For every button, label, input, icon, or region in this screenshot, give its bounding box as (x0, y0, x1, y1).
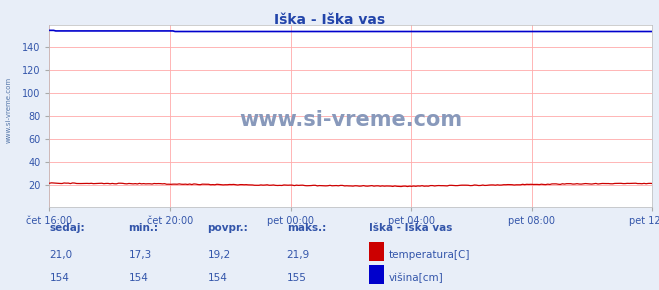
Text: Iška - Iška vas: Iška - Iška vas (274, 13, 385, 27)
Text: 154: 154 (208, 273, 227, 283)
Text: 21,0: 21,0 (49, 250, 72, 260)
Text: 154: 154 (129, 273, 148, 283)
Text: Iška - Iška vas: Iška - Iška vas (369, 224, 453, 233)
Text: 154: 154 (49, 273, 69, 283)
Text: sedaj:: sedaj: (49, 224, 85, 233)
Text: maks.:: maks.: (287, 224, 326, 233)
Text: 155: 155 (287, 273, 306, 283)
Text: www.si-vreme.com: www.si-vreme.com (5, 77, 11, 143)
Text: min.:: min.: (129, 224, 159, 233)
Text: www.si-vreme.com: www.si-vreme.com (239, 110, 463, 130)
Text: povpr.:: povpr.: (208, 224, 248, 233)
Text: temperatura[C]: temperatura[C] (389, 250, 471, 260)
Text: 21,9: 21,9 (287, 250, 310, 260)
Text: 17,3: 17,3 (129, 250, 152, 260)
Text: višina[cm]: višina[cm] (389, 272, 444, 283)
Text: 19,2: 19,2 (208, 250, 231, 260)
